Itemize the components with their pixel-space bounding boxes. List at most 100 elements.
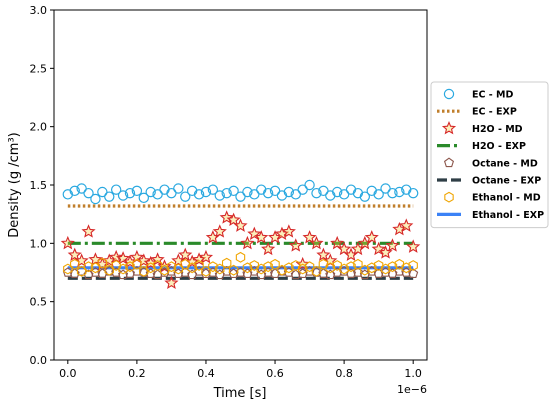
ec-md-point xyxy=(366,185,377,197)
ec-md-point xyxy=(290,189,301,200)
ec-md-point xyxy=(304,179,315,191)
h2o-md-point xyxy=(178,247,193,262)
h2o-md-point xyxy=(81,224,96,238)
y-tick-label: 1.0 xyxy=(30,237,48,250)
axes: 0.0 0.2 0.4 0.6 0.8 1.0 0.0 0.5 1.0 1.5 2.0 2.5 3.0 xyxy=(30,4,422,380)
legend-item-octane-md: Octane - MD xyxy=(443,157,538,169)
ec-md-point xyxy=(200,186,212,198)
ethanol-md-point xyxy=(90,262,101,274)
legend-swatch xyxy=(444,191,454,203)
x-tick-label: 0.2 xyxy=(128,367,146,380)
ec-md-point xyxy=(221,187,232,199)
ethanol-md-point xyxy=(270,258,280,270)
ec-md-point xyxy=(131,185,143,197)
ec-md-point xyxy=(110,184,122,195)
ethanol-md-point xyxy=(166,261,177,273)
octane-md-point xyxy=(145,268,156,278)
ec-md-point xyxy=(180,191,191,202)
x-tick-label: 0.8 xyxy=(335,367,353,380)
ec-md-point xyxy=(173,183,184,194)
h2o-md-point xyxy=(247,226,262,241)
ec-md-point xyxy=(407,187,419,199)
ethanol-md-point xyxy=(367,262,377,274)
ec-md-point xyxy=(152,189,163,200)
x-tick-label: 1.0 xyxy=(404,367,422,380)
ec-md-point xyxy=(214,190,225,201)
ec-md-point xyxy=(325,190,336,201)
ec-md-point xyxy=(276,190,288,201)
legend-item-ethanol-exp: Ethanol - EXP xyxy=(437,210,544,221)
ec-md-point xyxy=(76,183,87,194)
ethanol-md-point xyxy=(187,262,197,274)
x-offset-label: 1e−6 xyxy=(397,383,427,396)
ethanol-md-point xyxy=(318,258,329,270)
ethanol-md-point xyxy=(76,265,87,277)
h2o-md-point xyxy=(109,249,124,264)
ethanol-md-point xyxy=(373,260,384,271)
ethanol-md-point xyxy=(111,260,121,271)
legend-swatch xyxy=(443,157,455,168)
h2o-md-point xyxy=(67,247,82,262)
h2o-md-point xyxy=(385,238,400,252)
ec-md-point xyxy=(332,186,343,198)
h2o-md-point xyxy=(378,245,393,259)
ec-md-point xyxy=(117,190,129,201)
octane-md-point xyxy=(194,266,205,276)
series-ec-md xyxy=(62,179,419,205)
ethanol-md-point xyxy=(173,263,184,275)
ethanol-md-point xyxy=(277,264,287,276)
h2o-md-point xyxy=(371,241,386,256)
ethanol-md-point xyxy=(152,260,163,271)
h2o-md-point xyxy=(337,241,352,256)
legend-item-ec-md: EC - MD xyxy=(443,88,513,101)
octane-md-point xyxy=(290,269,301,280)
legend-swatch xyxy=(443,88,455,100)
ethanol-md-point xyxy=(63,263,73,275)
x-tick-label: 0.0 xyxy=(59,367,77,380)
ethanol-md-point xyxy=(339,263,349,275)
ec-md-point xyxy=(401,184,412,195)
ec-md-point xyxy=(269,185,281,197)
plot-marks xyxy=(60,179,421,290)
series-h2o-md xyxy=(60,210,421,290)
ec-md-point xyxy=(228,185,239,197)
ethanol-md-point xyxy=(118,263,128,275)
legend-swatch xyxy=(441,120,457,135)
h2o-md-point xyxy=(330,235,345,250)
ec-md-point xyxy=(97,186,108,198)
ec-md-point xyxy=(145,186,156,198)
ethanol-md-point xyxy=(394,258,405,270)
ec-md-point xyxy=(207,184,219,195)
x-tick-label: 0.4 xyxy=(197,367,215,380)
legend-label: Octane - MD xyxy=(472,158,538,169)
ethanol-md-point xyxy=(235,251,246,263)
legend-item-h2o-md: H2O - MD xyxy=(441,120,523,135)
ec-md-point xyxy=(235,191,246,202)
h2o-md-point xyxy=(316,247,331,262)
ethanol-md-point xyxy=(125,261,135,273)
ethanol-md-point xyxy=(408,260,418,271)
y-tick-label: 0.0 xyxy=(30,354,48,367)
legend-label: EC - MD xyxy=(472,90,513,101)
octane-md-point xyxy=(263,267,274,277)
ec-md-point xyxy=(345,184,357,195)
ec-md-point xyxy=(318,185,329,197)
ec-md-point xyxy=(373,189,384,200)
y-tick-label: 2.0 xyxy=(30,121,48,134)
ec-md-point xyxy=(62,189,74,200)
h2o-md-point xyxy=(164,275,179,290)
ec-md-point xyxy=(297,184,308,195)
octane-md-point xyxy=(249,266,260,276)
h2o-md-point xyxy=(364,230,379,244)
h2o-md-point xyxy=(233,218,248,232)
ethanol-md-point xyxy=(201,265,211,277)
legend-item-ec-exp: EC - EXP xyxy=(437,107,517,118)
ethanol-md-point xyxy=(104,264,114,276)
x-axis-label: Time [s] xyxy=(213,386,267,401)
y-tick-label: 1.5 xyxy=(30,179,48,192)
ethanol-md-point xyxy=(228,264,239,276)
h2o-md-point xyxy=(399,218,414,232)
ethanol-md-point xyxy=(159,264,170,276)
ec-md-point xyxy=(394,186,405,198)
ethanol-md-point xyxy=(256,263,266,275)
